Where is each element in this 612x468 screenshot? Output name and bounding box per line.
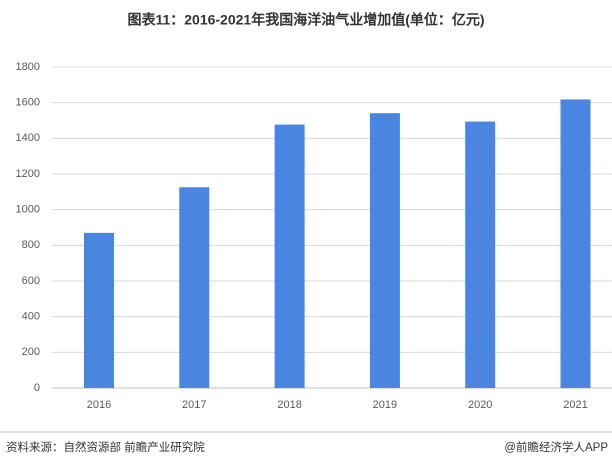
y-tick-label: 1600	[16, 97, 40, 109]
bar	[465, 121, 496, 388]
chart-title: 图表11：2016-2021年我国海洋油气业增加值(单位：亿元)	[127, 12, 484, 28]
x-tick-label: 2017	[182, 399, 206, 411]
x-tick-label: 2021	[563, 399, 587, 411]
bar	[369, 113, 400, 389]
x-tick-label: 2018	[277, 399, 301, 411]
x-tick-label: 2019	[373, 399, 397, 411]
y-tick-label: 1000	[16, 204, 40, 216]
y-tick-label: 1200	[16, 168, 40, 180]
y-tick-label: 0	[34, 382, 40, 394]
y-tick-label: 800	[22, 239, 40, 251]
y-tick-label: 1800	[16, 61, 40, 73]
y-tick-label: 200	[22, 346, 40, 358]
bar	[84, 232, 114, 388]
x-tick-label: 2016	[87, 399, 111, 411]
y-tick-label: 400	[22, 311, 40, 323]
y-tick-label: 600	[22, 275, 40, 287]
x-tick-label: 2020	[468, 399, 492, 411]
bar	[274, 124, 305, 388]
source-note: 资料来源：自然资源部 前瞻产业研究院	[6, 440, 205, 454]
y-tick-label: 1400	[16, 132, 40, 144]
credit-note: @前瞻经济学人APP	[504, 440, 608, 454]
bar	[179, 187, 210, 388]
bar	[560, 99, 591, 388]
